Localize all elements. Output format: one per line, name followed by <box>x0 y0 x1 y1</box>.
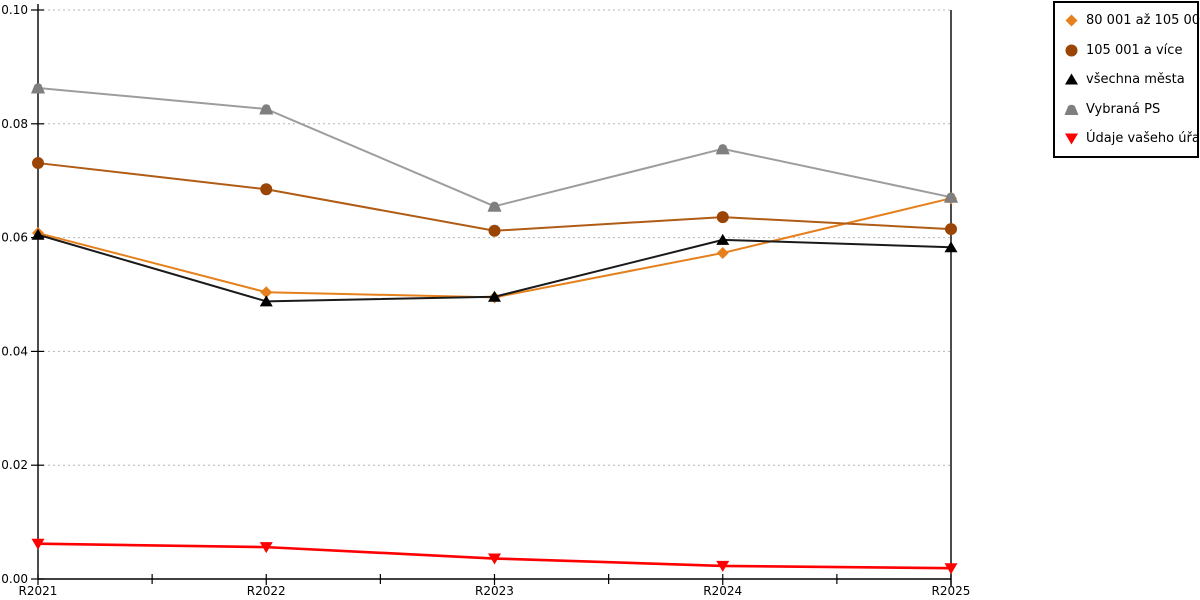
x-tick-label: R2022 <box>247 584 286 598</box>
data-point <box>945 223 957 236</box>
y-tick-label: 0.10 <box>1 3 28 17</box>
data-point <box>944 563 958 575</box>
series-line-3 <box>37 86 952 208</box>
x-tick-label: R2025 <box>932 584 971 598</box>
y-tick-label: 0.08 <box>1 117 28 131</box>
data-point <box>488 290 501 302</box>
data-point <box>32 157 44 170</box>
triangle-down-legend-icon <box>1065 133 1078 145</box>
legend-label: 105 001 a více <box>1086 42 1183 58</box>
y-tick-label: 0.00 <box>1 572 28 586</box>
data-point <box>259 295 273 307</box>
data-point <box>716 246 729 259</box>
data-point <box>259 542 273 554</box>
data-point <box>31 83 45 94</box>
legend-item-2: všechna města <box>1064 72 1191 87</box>
data-point <box>260 286 273 299</box>
data-point <box>716 233 730 245</box>
data-point <box>716 560 730 572</box>
triangle-up-rounded-legend-icon <box>1064 104 1079 115</box>
y-tick-label: 0.06 <box>1 231 28 245</box>
legend-label: Vybraná PS <box>1086 101 1161 117</box>
x-tick-label: R2023 <box>475 584 514 598</box>
legend-item-3: Vybraná PS <box>1064 102 1191 117</box>
legend-label: Údaje vašeho úřadu <box>1086 131 1200 146</box>
series-line-0 <box>37 197 952 299</box>
data-point <box>716 211 729 224</box>
data-point <box>31 538 45 550</box>
x-tick-label: R2021 <box>19 584 58 598</box>
legend-item-1: 105 001 a více <box>1064 43 1191 58</box>
legend-label: 80 001 až 105 000 <box>1086 13 1200 28</box>
legend-item-0: 80 001 až 105 000 <box>1064 13 1200 28</box>
circle-legend-icon <box>1065 44 1078 56</box>
legend: 80 001 až 105 000 105 001 a více všechna m… <box>1053 1 1200 158</box>
series-line-1 <box>37 162 952 232</box>
data-point <box>260 183 273 196</box>
data-point <box>944 192 958 203</box>
data-point <box>487 201 502 212</box>
data-point <box>944 241 958 253</box>
data-point <box>715 144 730 155</box>
legend-label: všechna města <box>1086 72 1185 87</box>
y-tick-label: 0.02 <box>1 458 28 472</box>
triangle-up-legend-icon <box>1065 73 1078 85</box>
x-tick-label: R2024 <box>703 584 742 598</box>
data-point <box>259 104 274 115</box>
legend-item-4: Údaje vašeho úřadu <box>1064 131 1200 146</box>
y-tick-label: 0.04 <box>1 344 28 358</box>
data-point <box>31 228 45 240</box>
data-point <box>488 224 501 237</box>
data-point <box>488 553 501 565</box>
diamond-legend-icon <box>1065 14 1078 27</box>
